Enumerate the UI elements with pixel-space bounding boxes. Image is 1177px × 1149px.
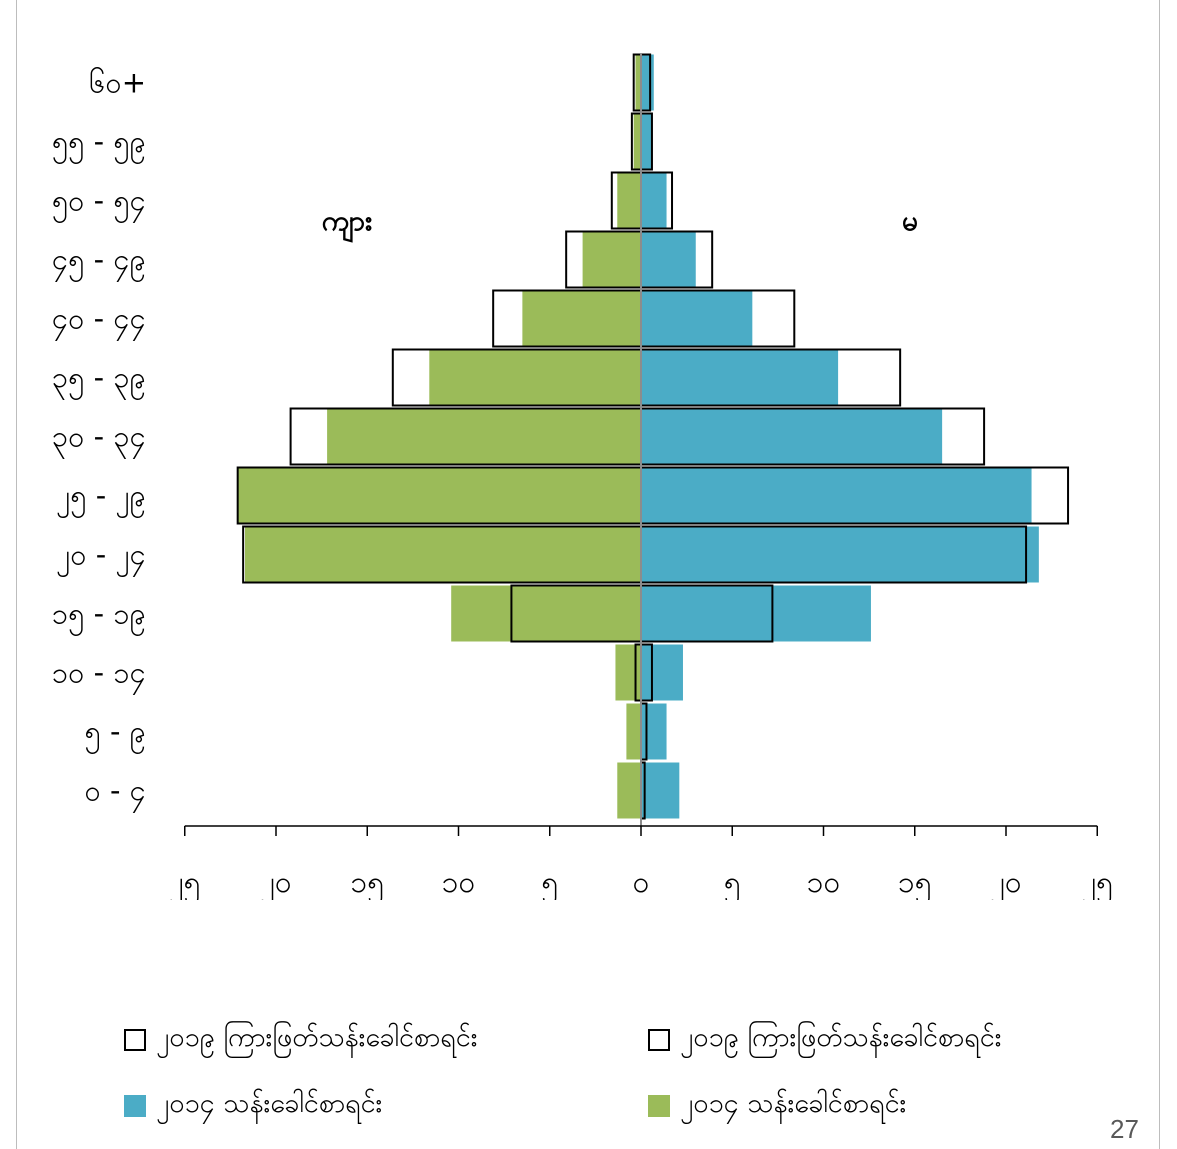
bar-2014-left-12 [635, 54, 641, 111]
legend-swatch-blue [124, 1095, 146, 1117]
bars-layer [237, 54, 1039, 819]
bar-2014-right-0 [641, 762, 680, 819]
bar-2014-right-10 [641, 172, 667, 229]
age-group-label: ၀ - ၄ [84, 774, 146, 814]
age-group-label: ၅၀ - ၅၄ [52, 184, 146, 224]
bar-2014-right-1 [641, 703, 667, 760]
legend-item-2014-male: ၂၀၁၄ သန်းခေါင်စာရင်း [648, 1086, 906, 1126]
bar-2014-left-2 [615, 644, 641, 701]
x-tick-label: ၁၀ [442, 865, 476, 900]
bar-2014-left-11 [633, 113, 641, 170]
male-side-label: ကျား [322, 204, 372, 244]
legend-item-2019-left: ၂၀၁၉ ကြားဖြတ်သန်းခေါင်စာရင်း [124, 1020, 478, 1060]
x-tick-label: ၂၀ [260, 865, 292, 900]
bar-2014-right-7 [641, 349, 839, 406]
legend-item-2019-right: ၂၀၁၉ ကြားဖြတ်သန်းခေါင်စာရင်း [648, 1020, 1002, 1060]
bar-2014-right-11 [641, 113, 652, 170]
bar-2014-right-9 [641, 231, 696, 288]
page-number: 27 [1110, 1114, 1139, 1144]
x-tick-label: ၅ [724, 865, 741, 900]
bar-2014-right-8 [641, 290, 753, 347]
bar-2014-left-3 [451, 585, 641, 642]
population-pyramid-chart: ၂၅ ၂၀ ၁၅ ၁၀ ၅ ၀ ၅ ၁၀ ၁၅ ၂၀ ၂၅ ၀ - ၄ ၅ - ၉ ၁၀ - ၁၄ ၁၅ -… [52, 53, 1113, 901]
x-tick-label: ၂၀ [990, 865, 1022, 900]
bar-2014-left-7 [429, 349, 641, 406]
bar-2014-left-6 [327, 408, 641, 465]
x-tick-label: ၀ [633, 865, 650, 900]
age-group-label: ၂၅ - ၂၉ [56, 479, 146, 519]
x-tick-label: ၅ [541, 865, 558, 900]
bar-2014-right-12 [641, 54, 654, 111]
age-group-label: ၁၀ - ၁၄ [52, 656, 146, 696]
x-tick-label: ၁၀ [807, 865, 841, 900]
x-tick-label: ၁၅ [350, 865, 384, 900]
label-layer: ၂၅ ၂၀ ၁၅ ၁၀ ၅ ၀ ၅ ၁၀ ၁၅ ၂၀ ၂၅ ၀ - ၄ ၅ - ၉ ၁၀ - ၁၄ ၁၅ -… [52, 66, 1113, 901]
bar-2014-left-1 [626, 703, 641, 760]
legend-label: ၂၀၁၄ သန်းခေါင်စာရင်း [156, 1088, 383, 1119]
bar-2014-left-10 [617, 172, 641, 229]
age-group-label: ၅၅ - ၅၉ [52, 125, 146, 165]
bar-2014-left-8 [522, 290, 641, 347]
bar-2014-left-5 [237, 467, 642, 524]
age-group-label: ၃၅ - ၃၉ [52, 361, 146, 401]
age-group-label: ၂၀ - ၂၄ [56, 538, 146, 578]
bar-2014-left-0 [617, 762, 641, 819]
bar-2014-right-6 [641, 408, 943, 465]
age-group-label: ၄၀ - ၄၄ [52, 302, 146, 342]
legend-swatch-outline [648, 1029, 670, 1051]
bar-2014-right-3 [641, 585, 871, 642]
bar-2014-left-9 [582, 231, 641, 288]
age-group-label: ၁၅ - ၁၉ [52, 597, 146, 637]
bar-2014-right-5 [641, 467, 1032, 524]
bar-2014-right-2 [641, 644, 683, 701]
age-group-label: ၄၅ - ၄၉ [52, 243, 146, 283]
legend-label: ၂၀၁၄ သန်းခေါင်စာရင်း [680, 1088, 907, 1119]
legend-swatch-outline [124, 1029, 146, 1051]
female-side-label: မ [902, 204, 918, 237]
age-group-label: ၆၀+ [89, 66, 146, 100]
bar-2014-right-4 [641, 526, 1039, 583]
slide-frame [16, 0, 1160, 1149]
legend-swatch-green [648, 1095, 670, 1117]
age-group-label: ၃၀ - ၃၄ [52, 420, 146, 460]
legend-label: ၂၀၁၉ ကြားဖြတ်သန်းခေါင်စာရင်း [156, 1022, 478, 1053]
x-tick-label: ၁၅ [898, 865, 932, 900]
legend-item-2014-female: ၂၀၁၄ သန်းခေါင်စာရင်း [124, 1086, 382, 1126]
x-tick-label: ၂၅ [1081, 865, 1113, 900]
bar-2014-left-4 [244, 526, 641, 583]
legend-label: ၂၀၁၉ ကြားဖြတ်သန်းခေါင်စာရင်း [680, 1022, 1002, 1053]
age-group-label: ၅ - ၉ [84, 715, 146, 755]
x-tick-label: ၂၅ [169, 865, 201, 900]
axis-layer [184, 53, 1098, 836]
